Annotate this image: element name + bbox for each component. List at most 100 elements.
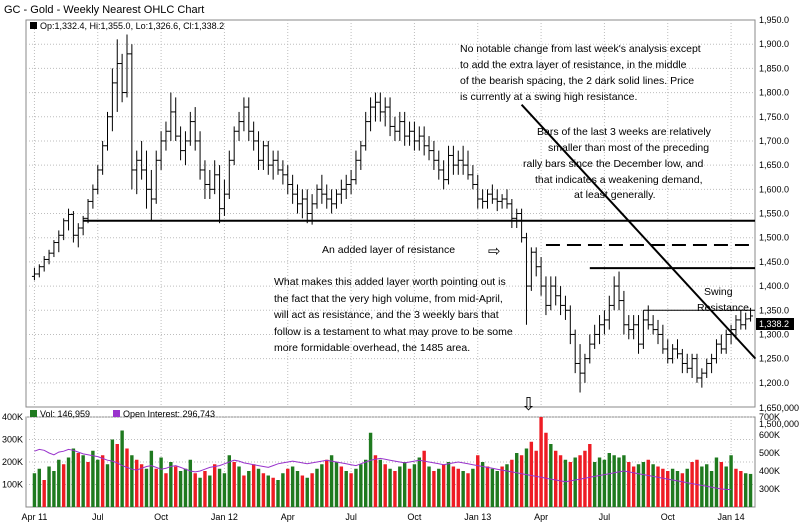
ohlc-bar (241, 97, 247, 132)
note-top-line: of the bearish spacing, the 2 dark solid… (460, 75, 694, 87)
ohlc-bar (221, 179, 227, 216)
ohlc-bar (699, 368, 705, 388)
volume-bar (705, 464, 709, 507)
ohlc-bar (95, 165, 101, 195)
volume-bar (256, 468, 261, 507)
volume-bar (641, 462, 646, 507)
ohlc-bar (192, 107, 198, 151)
volume-bar (685, 468, 689, 507)
price-tick-label: 1,700.0 (759, 136, 789, 146)
volume-bar (208, 475, 212, 507)
volume-bar (461, 471, 465, 507)
volume-bar (120, 430, 124, 507)
ohlc-bar (114, 39, 120, 112)
ohlc-bar (163, 121, 169, 151)
volume-bar (115, 444, 119, 507)
volume-bar (432, 471, 436, 507)
ohlc-bar (533, 247, 539, 277)
ohlc-bar (178, 126, 184, 161)
volume-bar (646, 459, 650, 507)
ohlc-bar (470, 165, 476, 190)
volume-bar (295, 471, 300, 507)
ohlc-bar (572, 329, 578, 374)
volume-bar (636, 464, 641, 507)
ohlc-bar (207, 169, 213, 199)
ohlc-bar (582, 353, 588, 383)
volume-bar (553, 450, 558, 507)
ohlc-bar (299, 189, 305, 219)
volume-bar (188, 459, 193, 507)
ohlc-bar (626, 315, 632, 340)
volume-tick-label: 200K (2, 457, 23, 467)
ohlc-bar (236, 111, 242, 141)
ohlc-bar (679, 348, 685, 374)
volume-bar (364, 459, 368, 507)
volume-bar (524, 448, 529, 507)
ohlc-bar (499, 194, 505, 209)
ohlc-bar (460, 145, 466, 175)
note-volume: What makes this added layer worth pointi… (273, 276, 513, 354)
volume-bar (354, 468, 358, 507)
ohlc-bar (704, 358, 710, 378)
open-interest-line (34, 448, 732, 491)
ohlc-bar (660, 324, 666, 354)
volume-bar (700, 466, 704, 507)
volume-bar (714, 457, 719, 507)
ohlc-bar (528, 247, 534, 291)
ohlc-bar (265, 140, 271, 175)
price-tick-label: 1,300.0 (759, 329, 789, 339)
volume-bar (251, 464, 256, 507)
note-volume-line: the fact that the very high volume, from… (274, 293, 503, 305)
volume-bar (402, 462, 407, 507)
volume-bar (261, 473, 266, 507)
volume-bar (232, 462, 236, 507)
volume-bar (675, 471, 680, 507)
note-volume-line: more formidable overhead, the 1485 area. (274, 342, 470, 354)
volume-bar (159, 457, 163, 507)
ohlc-bar (280, 160, 286, 185)
volume-bar (631, 466, 636, 507)
volume-bar (573, 457, 577, 507)
ohlc-bar (616, 271, 622, 311)
ohlc-bar (56, 230, 62, 253)
ohlc-bar (295, 184, 301, 214)
volume-bar (320, 464, 324, 507)
volume-bar (178, 471, 183, 507)
volume-bar (32, 473, 37, 507)
volume-bar (709, 471, 714, 507)
ohlc-bar (743, 312, 749, 330)
ohlc-bar (397, 111, 403, 141)
volume-bar (607, 453, 611, 507)
volume-bar (139, 464, 144, 507)
right-arrow-icon: ⇨ (488, 242, 501, 260)
volume-bar (144, 468, 149, 507)
ohlc-bar (41, 256, 47, 272)
volume-bar (81, 455, 85, 507)
ohlc-bar (202, 160, 208, 199)
oi-tick-label: 400K (759, 466, 780, 476)
ohlc-bar (733, 315, 739, 340)
right-axis-label: 1,500,000 (759, 419, 799, 429)
ohlc-bar (436, 150, 442, 180)
ohlc-bar (713, 339, 719, 364)
volume-bar (125, 448, 129, 507)
volume-bar (344, 471, 348, 507)
volume-bar (169, 462, 173, 507)
volume-bar (544, 432, 548, 507)
ohlc-bar (109, 68, 115, 132)
ohlc-bar (411, 121, 417, 151)
volume-bar (91, 450, 95, 507)
time-tick-label: Jul (92, 512, 104, 522)
note-bars: Bars of the last 3 weeks are relatively … (523, 126, 712, 201)
open-interest-polyline (34, 448, 732, 491)
ohlc-bar (368, 97, 374, 132)
volume-bar (105, 464, 110, 507)
ohlc-readout: Op:1,332.4, Hi:1,355.0, Lo:1,326.6, Cl:1… (40, 21, 224, 31)
volume-bar (164, 473, 168, 507)
time-tick-label: Oct (154, 512, 169, 522)
readout-swatch (30, 22, 37, 29)
ohlc-bar (665, 339, 671, 364)
volume-bar (135, 459, 139, 507)
volume-bar (174, 466, 178, 507)
volume-bar (661, 468, 665, 507)
